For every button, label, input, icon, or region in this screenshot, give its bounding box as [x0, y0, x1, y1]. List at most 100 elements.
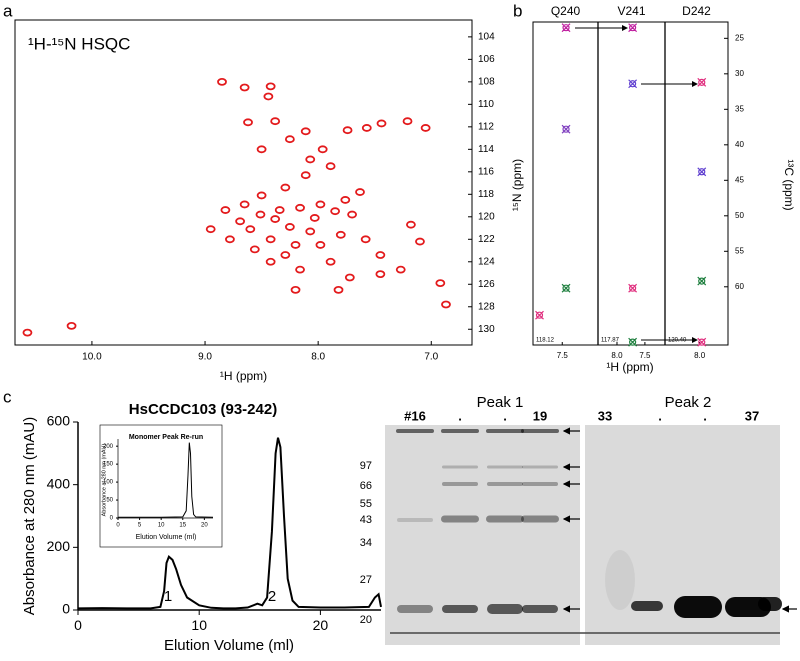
- y-tick-label: 600: [47, 413, 71, 429]
- peak: [205, 225, 216, 234]
- gel-band: [442, 605, 478, 613]
- peak: [441, 300, 451, 309]
- peak: [300, 171, 311, 180]
- y-tick-label: 124: [478, 256, 495, 267]
- gel-band: [441, 515, 479, 523]
- gel-band: [442, 482, 478, 486]
- gel-band: [487, 465, 523, 469]
- gel-band: [486, 429, 524, 433]
- strip-peak: [628, 337, 638, 347]
- x-tick-label: 9.0: [198, 352, 212, 363]
- panel-label: b: [513, 1, 522, 20]
- gel-band: [396, 429, 434, 433]
- y-tick-label: 0: [110, 516, 114, 522]
- marker-label: 66: [360, 480, 372, 492]
- peak: [280, 251, 291, 259]
- y-tick-label: 50: [735, 211, 744, 220]
- peak: [295, 265, 305, 274]
- strip-peak: [628, 23, 638, 33]
- y-tick-label: 110: [478, 99, 494, 110]
- peak: [402, 117, 413, 126]
- gel-band: [674, 596, 722, 618]
- y-axis-label-right: ¹³C (ppm): [782, 159, 796, 210]
- peak: [270, 117, 281, 126]
- peak: [290, 285, 301, 294]
- peak: [340, 196, 351, 204]
- strip-label: V241: [617, 4, 645, 18]
- peak: [225, 235, 235, 244]
- x-tick-label: 0: [74, 617, 82, 633]
- x-tick-label: 8.0: [694, 351, 706, 360]
- strip-peak: [697, 337, 707, 347]
- y-tick-label: 60: [735, 282, 744, 291]
- gel-title: Peak 1: [477, 394, 524, 411]
- peak: [217, 77, 227, 86]
- peak: [245, 225, 256, 234]
- y-tick-label: 126: [478, 279, 495, 290]
- peak: [375, 251, 386, 259]
- strip-peak: [561, 23, 571, 33]
- strip-label: Q240: [551, 4, 581, 18]
- peak: [355, 188, 365, 196]
- gel-band: [441, 429, 479, 433]
- lane-label: .: [503, 408, 507, 423]
- strip-peak: [697, 77, 707, 87]
- y-tick-label: 100: [103, 480, 114, 486]
- strip-peak: [628, 283, 638, 293]
- peak: [239, 83, 250, 92]
- peak: [317, 145, 328, 154]
- gel-band: [521, 515, 559, 523]
- peak: [395, 265, 406, 274]
- peak: [435, 279, 446, 288]
- strip-peak: [697, 167, 707, 177]
- x-tick-label: 0: [116, 522, 120, 528]
- peak: [239, 200, 250, 209]
- x-axis-label: Elution Volume (ml): [164, 637, 294, 654]
- gel-band: [442, 465, 478, 469]
- peak: [315, 200, 326, 209]
- strip-peak: [697, 276, 707, 286]
- y-tick-label: 122: [478, 234, 495, 245]
- peak: [274, 206, 285, 214]
- y-tick-label: 112: [478, 121, 494, 132]
- peak: [325, 162, 336, 171]
- peak: [249, 245, 260, 254]
- y-tick-label: 130: [478, 324, 495, 335]
- peak: [235, 217, 246, 226]
- y-tick-label: 35: [735, 104, 744, 113]
- peak: [360, 235, 371, 244]
- y-tick-label: 108: [478, 76, 495, 87]
- y-tick-label: 200: [103, 444, 114, 450]
- inset-y-label: Absorbance at 280 nm (mAU): [101, 443, 107, 516]
- peak: [347, 210, 357, 219]
- peak: [335, 230, 346, 239]
- peak: [66, 321, 77, 330]
- peak: [342, 126, 353, 135]
- strip-peak: [561, 124, 571, 134]
- panel-label: a: [3, 1, 13, 20]
- y-tick-label: 106: [478, 54, 495, 65]
- marker-label: 43: [360, 514, 372, 526]
- peak: [333, 285, 344, 294]
- peak: [295, 203, 305, 212]
- gel-band: [522, 465, 558, 469]
- gel-band: [486, 515, 524, 523]
- panel-a-frame: [14, 19, 473, 346]
- gel-title: Peak 2: [665, 394, 712, 411]
- inset-frame: [99, 424, 223, 548]
- x-tick-label: 7.0: [424, 352, 438, 363]
- marker-label: 34: [360, 537, 372, 549]
- peak-annotation: 1: [164, 588, 172, 605]
- x-tick-label: 10: [158, 522, 165, 528]
- peak: [263, 92, 274, 101]
- gel-band: [487, 482, 523, 486]
- peak: [330, 207, 341, 216]
- peak: [315, 241, 326, 249]
- gel-band: [522, 482, 558, 486]
- inset-x-label: Elution Volume (ml): [136, 534, 197, 541]
- y-tick-label: 400: [47, 475, 71, 491]
- peak: [280, 183, 291, 192]
- y-tick-label: 128: [478, 301, 495, 312]
- peak: [325, 257, 336, 266]
